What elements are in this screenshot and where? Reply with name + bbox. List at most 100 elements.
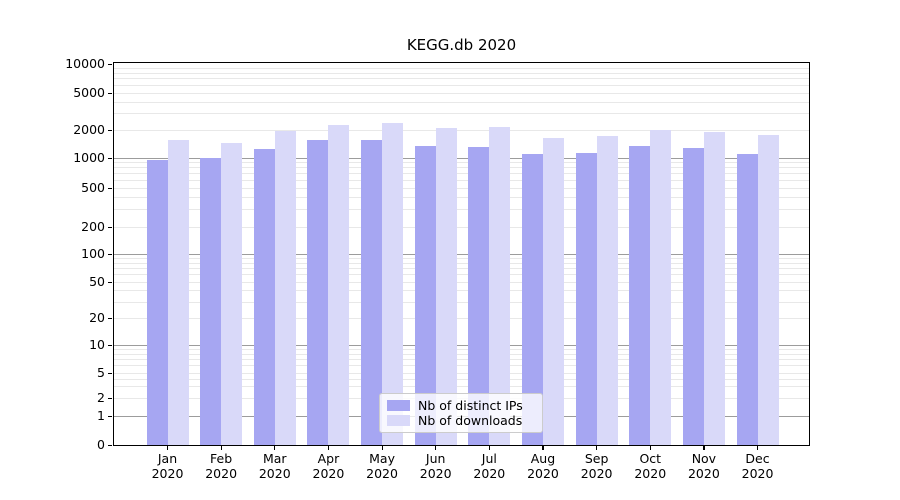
chart-title: KEGG.db 2020 <box>406 36 517 54</box>
minor-gridline <box>114 317 809 319</box>
minor-gridline <box>114 187 809 189</box>
x-tick-mark <box>435 446 437 450</box>
minor-gridline <box>114 92 809 94</box>
minor-gridline <box>114 281 809 283</box>
y-tick-label: 200 <box>81 218 105 234</box>
major-gridline <box>114 253 809 255</box>
legend-label-downloads: Nb of downloads <box>418 413 523 428</box>
minor-gridline <box>114 267 809 269</box>
x-tick-mark <box>596 446 598 450</box>
major-gridline <box>114 157 809 159</box>
y-tick-label: 1000 <box>73 149 105 165</box>
y-tick-label: 5 <box>97 364 105 380</box>
bar-downloads-nov <box>703 132 725 445</box>
bar-distinct-ips-feb <box>200 158 222 445</box>
major-gridline <box>114 345 809 346</box>
minor-gridline <box>114 101 809 103</box>
x-tick-mark <box>488 446 491 450</box>
x-tick-label: Jul 2020 <box>473 451 506 481</box>
minor-gridline <box>114 349 809 351</box>
x-tick-label: Dec 2020 <box>741 451 774 481</box>
bar-downloads-feb <box>221 143 243 445</box>
x-tick-label: Nov 2020 <box>687 451 720 481</box>
bar-distinct-ips-sep <box>575 153 597 445</box>
y-tick-label: 10000 <box>65 55 105 71</box>
minor-gridline <box>114 378 809 380</box>
legend-swatch-downloads-icon <box>387 415 410 426</box>
y-tick-mark <box>108 397 112 399</box>
minor-gridline <box>114 167 809 169</box>
minor-gridline <box>114 353 809 355</box>
x-tick-mark <box>327 446 330 450</box>
minor-gridline <box>114 386 809 388</box>
minor-gridline <box>114 290 809 292</box>
minor-gridline <box>114 372 809 374</box>
y-tick-mark <box>108 317 112 319</box>
y-tick-label: 10 <box>89 337 105 352</box>
x-tick-mark <box>167 446 169 450</box>
x-tick-mark <box>274 446 276 450</box>
minor-gridline <box>114 72 809 74</box>
bar-distinct-ips-jan <box>146 160 168 445</box>
y-tick-label: 2 <box>97 389 105 405</box>
minor-gridline <box>114 359 809 361</box>
y-tick-label: 5000 <box>73 84 105 100</box>
bar-distinct-ips-aug <box>521 154 543 445</box>
minor-gridline <box>114 226 809 228</box>
legend-swatch-distinct-ips-icon <box>387 400 410 411</box>
x-tick-label: Apr 2020 <box>312 451 345 481</box>
y-tick-mark <box>108 187 112 189</box>
minor-gridline <box>114 301 809 303</box>
y-tick-label: 0 <box>97 436 105 452</box>
minor-gridline <box>114 196 809 198</box>
plot-area: Nb of distinct IPs Nb of downloads <box>113 62 810 446</box>
x-tick-mark <box>649 446 651 450</box>
x-tick-mark <box>220 446 222 450</box>
y-tick-label: 20 <box>89 309 105 325</box>
bar-distinct-ips-dec <box>736 154 758 445</box>
x-tick-label: May 2020 <box>366 451 398 481</box>
minor-gridline <box>114 257 809 259</box>
minor-gridline <box>114 274 809 276</box>
x-tick-label: Jan 2020 <box>151 451 184 481</box>
y-tick-mark <box>108 63 112 65</box>
y-tick-mark <box>108 157 112 159</box>
minor-gridline <box>114 262 809 264</box>
bar-downloads-apr <box>328 125 350 445</box>
bar-downloads-jun <box>435 128 457 445</box>
bar-downloads-may <box>382 122 404 445</box>
y-tick-label: 1 <box>97 407 105 423</box>
legend-label-distinct-ips: Nb of distinct IPs <box>418 398 523 413</box>
x-tick-mark <box>757 446 759 450</box>
bar-downloads-aug <box>542 137 564 445</box>
bar-distinct-ips-nov <box>682 148 704 445</box>
minor-gridline <box>114 209 809 211</box>
x-tick-label: Sep 2020 <box>580 451 613 481</box>
bar-distinct-ips-oct <box>629 145 651 445</box>
y-tick-mark <box>108 226 112 228</box>
minor-gridline <box>114 129 809 131</box>
minor-gridline <box>114 67 809 69</box>
y-tick-mark <box>108 444 112 446</box>
bar-distinct-ips-jul <box>468 147 490 445</box>
y-tick-mark <box>108 345 112 347</box>
bar-downloads-dec <box>757 135 779 445</box>
legend: Nb of distinct IPs Nb of downloads <box>379 393 543 433</box>
y-tick-mark <box>108 281 112 283</box>
bar-downloads-oct <box>650 130 672 445</box>
minor-gridline <box>114 172 809 174</box>
bar-distinct-ips-jun <box>414 146 436 445</box>
y-tick-label: 2000 <box>73 121 105 137</box>
minor-gridline <box>114 365 809 367</box>
bar-distinct-ips-mar <box>253 148 275 445</box>
bar-downloads-mar <box>274 131 296 445</box>
minor-gridline <box>114 179 809 181</box>
bar-downloads-jan <box>167 140 189 445</box>
bar-distinct-ips-apr <box>307 140 329 445</box>
y-tick-label: 100 <box>81 245 105 261</box>
minor-gridline <box>114 78 809 80</box>
x-tick-mark <box>381 446 383 450</box>
x-tick-mark <box>703 446 705 450</box>
minor-gridline <box>114 113 809 115</box>
